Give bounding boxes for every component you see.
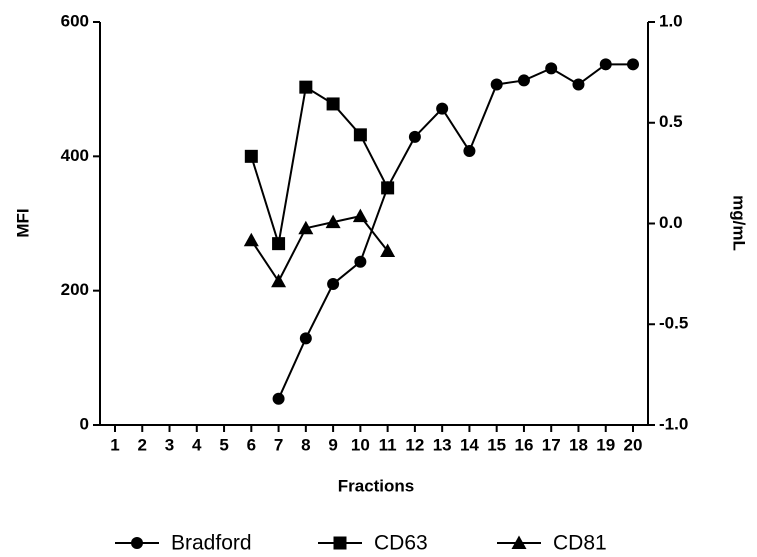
marker xyxy=(627,58,640,71)
marker xyxy=(243,232,259,247)
marker xyxy=(463,144,476,157)
x-tick-label: 14 xyxy=(460,435,479,454)
x-tick-label: 9 xyxy=(328,435,337,454)
legend-marker xyxy=(131,537,143,549)
x-axis-label: Fractions xyxy=(338,476,415,495)
marker xyxy=(599,58,612,71)
y-tick-label: 400 xyxy=(61,146,89,165)
x-tick-label: 4 xyxy=(192,435,202,454)
y2-axis-label: mg/mL xyxy=(730,195,749,251)
marker xyxy=(244,149,258,163)
x-tick-label: 3 xyxy=(165,435,174,454)
y-tick-label: 600 xyxy=(61,11,89,30)
marker xyxy=(298,220,314,235)
x-tick-label: 18 xyxy=(569,435,588,454)
series-line xyxy=(250,214,389,284)
x-tick-label: 13 xyxy=(433,435,452,454)
marker xyxy=(325,214,341,229)
x-tick-label: 2 xyxy=(138,435,147,454)
marker xyxy=(353,128,367,142)
marker xyxy=(327,277,340,290)
marker xyxy=(436,102,449,115)
marker xyxy=(272,392,285,405)
y2-tick-label: 0.5 xyxy=(659,112,683,131)
marker xyxy=(572,78,585,91)
x-tick-label: 6 xyxy=(247,435,256,454)
marker xyxy=(326,97,340,111)
y2-tick-label: -1.0 xyxy=(659,414,688,433)
y2-tick-label: 0.0 xyxy=(659,213,683,232)
series-line xyxy=(277,63,634,400)
x-tick-label: 1 xyxy=(110,435,119,454)
x-tick-label: 10 xyxy=(351,435,370,454)
legend-label: CD63 xyxy=(374,532,428,555)
marker xyxy=(299,80,313,94)
marker xyxy=(354,255,367,268)
legend-label: Bradford xyxy=(171,532,252,555)
marker xyxy=(299,332,312,345)
marker xyxy=(490,78,503,91)
y2-tick-label: 1.0 xyxy=(659,11,683,30)
series-line xyxy=(250,85,389,244)
x-tick-label: 11 xyxy=(379,435,397,454)
marker xyxy=(381,181,395,195)
marker xyxy=(517,74,530,87)
x-tick-label: 7 xyxy=(274,435,283,454)
x-tick-label: 16 xyxy=(514,435,533,454)
marker xyxy=(545,62,558,75)
legend-marker xyxy=(333,536,347,550)
legend-label: CD81 xyxy=(553,532,607,555)
x-tick-label: 20 xyxy=(624,435,643,454)
x-tick-label: 15 xyxy=(487,435,506,454)
x-tick-label: 17 xyxy=(542,435,561,454)
y-tick-label: 0 xyxy=(80,414,89,433)
marker xyxy=(271,273,287,288)
marker xyxy=(408,130,421,143)
y-tick-label: 200 xyxy=(61,280,89,299)
x-tick-label: 8 xyxy=(301,435,310,454)
legend-marker xyxy=(511,535,527,549)
marker xyxy=(352,208,368,223)
x-tick-label: 12 xyxy=(405,435,424,454)
marker xyxy=(380,243,396,258)
marker xyxy=(272,237,286,251)
y-axis-label: MFI xyxy=(13,208,32,237)
x-tick-label: 5 xyxy=(219,435,228,454)
x-tick-label: 19 xyxy=(596,435,615,454)
y2-tick-label: -0.5 xyxy=(659,314,688,333)
